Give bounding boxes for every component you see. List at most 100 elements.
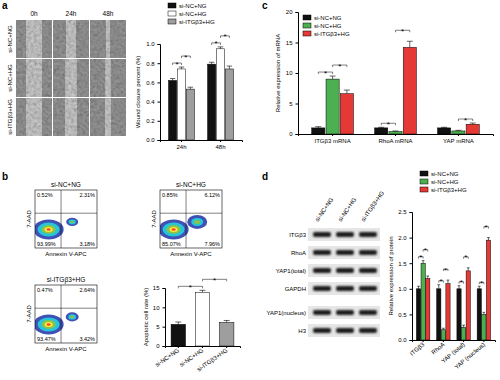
panel-label: b	[2, 171, 8, 182]
density-blob	[38, 317, 60, 331]
y-axis-title: 7-AAD	[151, 209, 157, 227]
error-bar	[426, 276, 429, 279]
x-tick-label: YAP mRNA	[443, 138, 474, 144]
y-tick: 0.4	[146, 99, 160, 105]
y-axis-title: 7-AAD	[26, 209, 32, 227]
quadrant-value: 0.47%	[37, 287, 53, 293]
significance-mark: *	[440, 277, 443, 286]
bar	[312, 128, 325, 134]
legend: si-NC+NGsi-NC+HGsi-ITGβ3+HG	[420, 171, 467, 193]
bar	[437, 289, 441, 340]
blot-band	[336, 268, 354, 273]
panel-label: c	[262, 0, 268, 11]
y-tick: 0.5	[398, 312, 412, 318]
legend-swatch	[168, 19, 176, 24]
blot-band	[359, 286, 377, 291]
y-axis-title: 7-AAD	[26, 304, 32, 322]
gate-line	[61, 190, 62, 248]
blot-band	[313, 268, 331, 273]
wound-gap	[106, 20, 110, 58]
plot-frame	[35, 190, 97, 248]
row-label: GAPDH	[285, 286, 306, 292]
flow-plot: si-ITGβ3+HG0.47%2.64%3.42%93.47%7-AADAnn…	[26, 276, 97, 352]
row-label: RhoA	[291, 250, 306, 256]
y-tick: 20	[286, 9, 298, 15]
x-tick: si-ITGβ3+HG	[196, 346, 229, 373]
wound-gap	[26, 98, 42, 136]
bar	[452, 131, 465, 134]
significance-mark: *	[401, 27, 404, 36]
error-bar	[378, 127, 384, 129]
density-blob	[70, 316, 74, 319]
panel-label: a	[2, 0, 8, 11]
error-bar	[447, 280, 450, 284]
micrograph	[16, 98, 52, 136]
blot-band	[313, 232, 331, 237]
column-label: 48h	[103, 10, 114, 17]
bar	[457, 289, 461, 340]
error-bar-cap	[447, 280, 450, 281]
x-tick-mark	[423, 340, 424, 342]
density-blob	[45, 322, 53, 327]
bar	[466, 124, 479, 134]
blot-band	[313, 328, 331, 333]
y-tick: 2.5	[398, 209, 412, 215]
wound-gap	[26, 20, 42, 58]
bar	[169, 80, 177, 140]
row-label: si-NC+HG	[7, 64, 13, 92]
density-blob	[47, 228, 51, 231]
blot-band	[336, 250, 354, 255]
density-blob	[69, 220, 76, 225]
x-tick: 24h	[176, 140, 186, 150]
wound-gap	[105, 98, 111, 136]
blot-band	[313, 310, 331, 315]
blot-membrane	[308, 282, 380, 295]
y-tick: 0	[156, 343, 165, 349]
x-tick-label: ITGβ3 mRNA	[315, 138, 351, 144]
bar	[375, 128, 388, 134]
legend-label: si-NC+NG	[314, 15, 342, 21]
bar-chart: 0.00.51.01.52.02.5ITGβ3RhoAYAP (total)YA…	[388, 171, 496, 370]
y-tick-label: 0.0	[146, 137, 155, 143]
error-bar-cap	[224, 320, 230, 321]
wound-gap	[65, 98, 77, 136]
legend-label: si-ITGβ3+HG	[314, 31, 350, 37]
error-bar	[227, 66, 232, 69]
x-axis: ITGβ3 mRNARhoA mRNAYAP mRNA	[299, 134, 494, 144]
y-tick-mark	[158, 44, 161, 45]
bar	[195, 292, 209, 346]
flow-plot: si-NC+NG0.52%2.31%3.18%93.99%7-AADAnnexi…	[26, 181, 97, 257]
micrograph	[90, 59, 126, 97]
bar	[462, 327, 466, 340]
y-tick: 15	[153, 285, 165, 291]
blot-band	[359, 328, 377, 333]
y-tick: 0.2	[146, 118, 160, 124]
plot-frame	[35, 285, 97, 343]
bar	[426, 279, 430, 340]
y-tick-mark	[158, 140, 161, 141]
y-tick-label: 0	[289, 131, 293, 137]
error-bar	[455, 130, 461, 132]
legend: si-NC+NG si-NC+HG si-ITGβ3+HG	[303, 15, 350, 37]
row-label: si-ITGβ3+HG	[7, 99, 13, 135]
density-blob	[35, 219, 64, 239]
x-tick-mark	[202, 346, 203, 348]
legend-label: si-NC+HG	[314, 23, 342, 29]
y-axis-title: Apoptotic cell rate (%)	[143, 288, 149, 347]
row-label: YAP1(nucleus)	[266, 310, 306, 316]
error-bar-cap	[482, 312, 485, 313]
y-tick-mark	[410, 238, 413, 239]
error-bar	[175, 322, 181, 324]
y-tick-mark	[158, 63, 161, 64]
error-bar-stem	[409, 41, 410, 47]
y-axis-line	[158, 45, 161, 141]
density-blob	[172, 228, 176, 231]
legend: si-NC+NGsi-NC+HGsi-ITGβ3+HG	[168, 3, 215, 25]
y-tick-label: 15	[286, 40, 293, 46]
error-bar-stem	[229, 66, 230, 69]
x-tick-mark	[226, 346, 227, 348]
error-bar-cap	[441, 127, 447, 128]
significance-mark: *	[175, 60, 178, 69]
blot-band	[359, 310, 377, 315]
y-tick-label: 10	[153, 305, 160, 311]
